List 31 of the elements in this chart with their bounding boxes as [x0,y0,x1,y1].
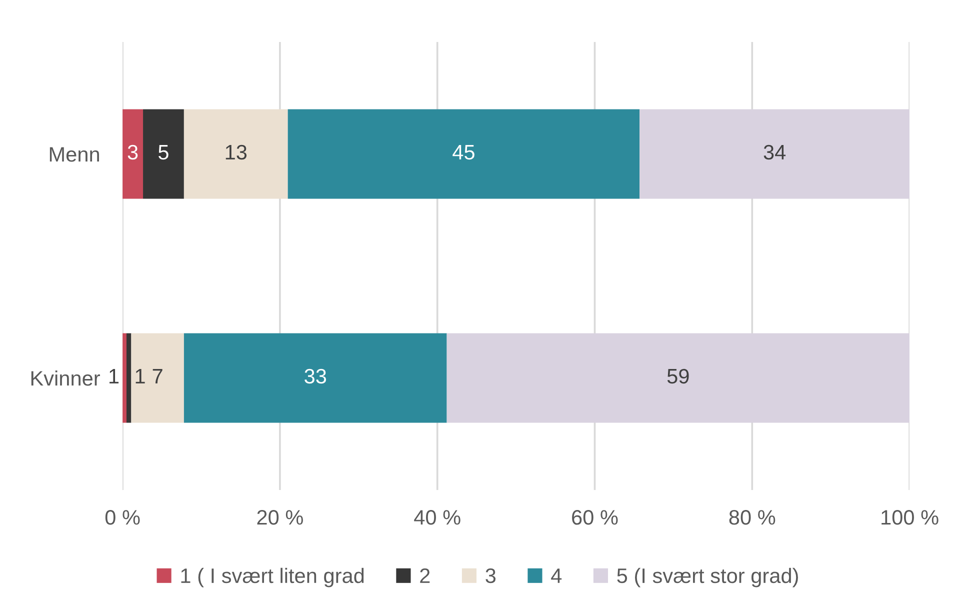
legend-label: 3 [486,568,496,584]
data-label: 7 [152,369,162,384]
data-label: 45 [452,145,474,160]
bar [122,109,144,199]
y-tick-label: Kvinner [31,370,100,386]
bar [143,109,184,199]
data-label: 59 [667,368,689,384]
data-label: 33 [304,368,326,384]
legend-label: 1 ( I svært liten grad [181,568,364,588]
bar [126,333,132,423]
data-label: 13 [226,144,247,160]
bar [288,109,640,199]
data-label: 1 [110,369,119,384]
bar [184,333,447,423]
bar [131,333,184,423]
x-tick-label: 100 % [882,510,938,525]
data-label: 3 [128,144,138,160]
data-label: 34 [764,144,786,160]
bar [184,109,288,199]
data-label: 5 [158,145,168,160]
x-tick-label: 40 % [414,510,460,525]
x-tick-label: 20 % [257,510,303,525]
bar [122,333,126,423]
legend-label: 2 [420,568,430,583]
data-label: 1 [136,369,145,384]
legend-label: 4 [551,568,562,583]
x-tick-label: 0 % [105,510,140,525]
x-tick-label: 80 % [729,510,776,525]
y-tick-label: Menn [50,147,99,162]
x-tick-label: 60 % [572,510,618,525]
legend-label: 5 (I svært stor grad) [617,568,798,588]
